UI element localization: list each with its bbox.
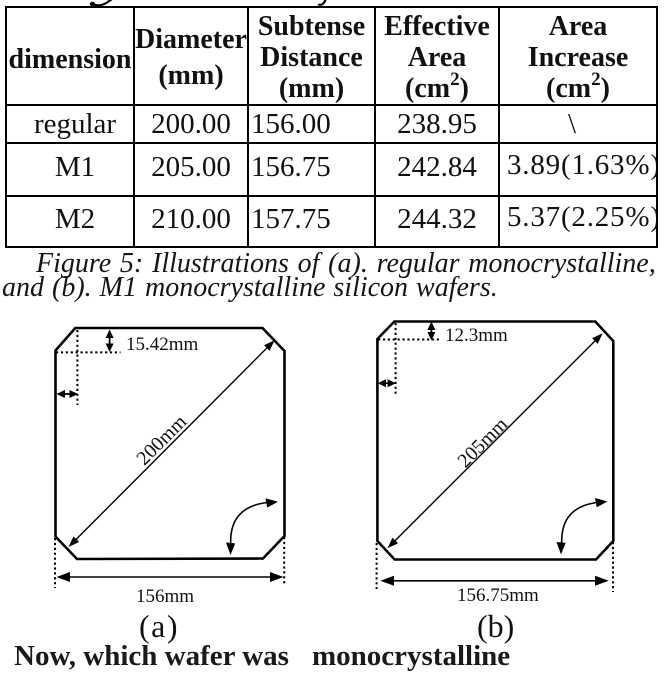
svg-text:12.3mm: 12.3mm: [445, 325, 508, 346]
svg-text:156mm: 156mm: [136, 586, 194, 607]
svg-text:200mm: 200mm: [132, 411, 191, 470]
svg-text:156.75mm: 156.75mm: [457, 585, 539, 606]
svg-text:(b): (b): [477, 608, 514, 644]
svg-text:(a): (a): [139, 608, 179, 644]
svg-text:205mm: 205mm: [453, 413, 512, 472]
svg-text:15.42mm: 15.42mm: [126, 334, 199, 355]
